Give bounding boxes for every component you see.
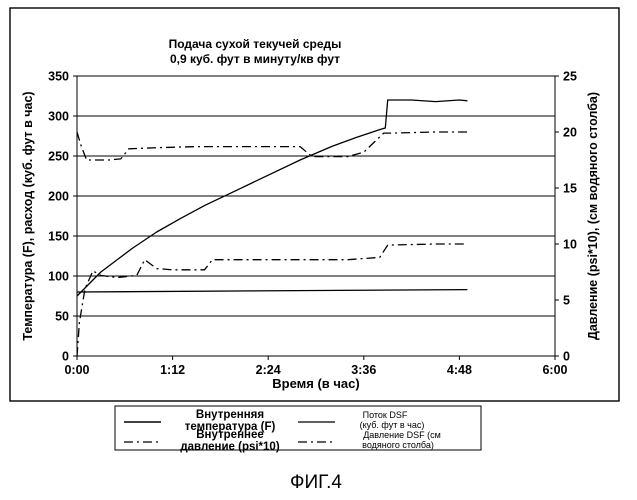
series-internal-pressure [77, 244, 467, 356]
tick-label-left-100: 100 [48, 270, 69, 284]
tick-label-x-0:00: 0:00 [64, 363, 89, 377]
plot-area [77, 76, 555, 356]
y-axis-right-ticks: 0 5 10 15 20 25 [555, 70, 577, 364]
tick-label-x-6:00: 6:00 [542, 363, 567, 377]
series-dsf-flow [77, 290, 467, 292]
tick-label-right-5: 5 [563, 294, 570, 308]
legend-label-dsf-pressure-line-1: Давление DSF (см [363, 430, 441, 440]
tick-label-right-20: 20 [563, 126, 577, 140]
tick-label-left-200: 200 [48, 190, 69, 204]
series-internal-temperature [77, 100, 467, 296]
tick-label-x-2:24: 2:24 [256, 363, 281, 377]
series-layer [77, 100, 467, 356]
tick-label-x-1:12: 1:12 [160, 363, 185, 377]
legend-label-dsf-flow-line-1: Поток DSF [363, 410, 408, 420]
tick-label-left-50: 50 [55, 310, 69, 324]
y-axis-right-label: Давление (psi*10), (см водяного столба) [586, 92, 600, 340]
chart-title-line-1: Подача сухой текучей среды [169, 37, 342, 51]
chart-frame [10, 8, 619, 401]
y-axis-left-ticks: 0 50 100 150 200 250 300 350 [48, 70, 77, 364]
tick-label-x-4:48: 4:48 [447, 363, 472, 377]
gridlines [77, 116, 555, 316]
tick-label-left-350: 350 [48, 70, 69, 84]
legend-label-internal-pressure-line-2: давление (psi*10) [180, 441, 279, 453]
figure-caption: ФИГ.4 [290, 472, 342, 493]
tick-label-right-10: 10 [563, 238, 577, 252]
tick-label-right-15: 15 [563, 182, 577, 196]
tick-label-right-25: 25 [563, 70, 577, 84]
tick-label-left-250: 250 [48, 150, 69, 164]
tick-label-x-3:36: 3:36 [351, 363, 376, 377]
tick-label-left-150: 150 [48, 230, 69, 244]
legend-label-internal-pressure-line-1: Внутреннее [196, 429, 264, 441]
chart-title-line-2: 0,9 куб. фут в минуту/кв фут [170, 52, 340, 66]
x-axis-ticks: 0:00 1:12 2:24 3:36 4:48 6:00 [64, 356, 567, 377]
tick-label-left-300: 300 [48, 110, 69, 124]
x-axis-label: Время (в час) [272, 376, 359, 391]
y-axis-left-label: Температура (F), расход (куб. фут в час) [21, 91, 35, 340]
legend-label-temperature-line-1: Внутренняя [196, 409, 264, 421]
legend-label-dsf-flow-line-2: (куб. фут в час) [360, 420, 425, 430]
legend-label-dsf-pressure-line-2: водяного столба) [362, 440, 434, 450]
tick-label-left-0: 0 [62, 350, 69, 364]
tick-label-right-0: 0 [563, 350, 570, 364]
legend: Внутренняя температура (F) Поток DSF (ку… [115, 406, 481, 453]
